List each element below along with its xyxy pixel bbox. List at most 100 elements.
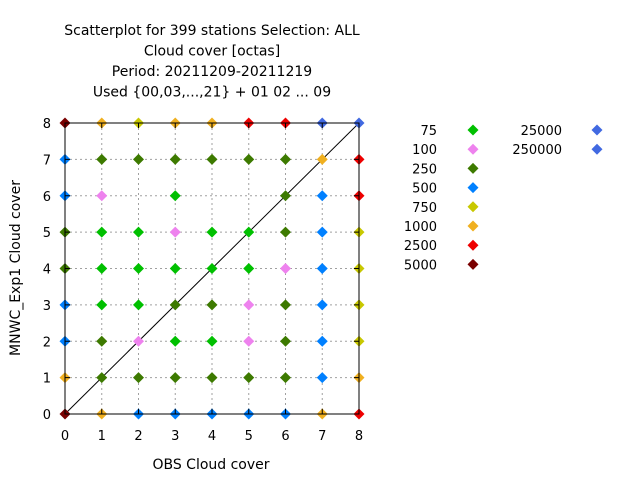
data-point <box>169 335 181 347</box>
data-point <box>96 372 108 384</box>
y-tick-label: 0 <box>43 408 51 423</box>
chart-title: Scatterplot for 399 stations Selection: … <box>64 23 360 101</box>
legend-marker <box>591 143 603 155</box>
data-point <box>316 226 328 238</box>
data-point <box>280 226 291 238</box>
x-tick-label: 6 <box>281 429 289 444</box>
data-point <box>96 153 108 165</box>
legend-label: 5000 <box>404 258 437 273</box>
y-axis-ticks: 0 1 2 3 4 5 6 7 8 <box>43 117 359 423</box>
legend-item: 25000 <box>521 124 603 139</box>
data-point <box>316 299 328 311</box>
data-point <box>280 299 291 311</box>
data-point <box>243 263 255 274</box>
legend-marker <box>467 220 479 232</box>
legend-label: 250000 <box>512 143 562 158</box>
legend-item: 5000 <box>404 258 479 273</box>
y-axis-label: MNWC_Exp1 Cloud cover <box>8 180 24 356</box>
y-tick-label: 8 <box>43 117 51 132</box>
x-tick-label: 0 <box>61 429 69 444</box>
data-point <box>96 190 108 202</box>
data-point <box>133 226 144 238</box>
y-tick-label: 4 <box>43 263 51 278</box>
data-point <box>243 153 255 165</box>
data-point <box>96 226 108 238</box>
data-point <box>169 226 181 238</box>
legend-label: 750 <box>412 201 437 216</box>
data-point <box>243 299 255 311</box>
legend-marker <box>467 143 479 155</box>
legend-marker <box>467 239 479 251</box>
y-tick-label: 5 <box>43 226 51 241</box>
x-tick-label: 4 <box>208 429 216 444</box>
data-point <box>206 226 218 238</box>
data-point <box>169 372 181 384</box>
data-point <box>243 372 255 384</box>
data-point <box>280 372 291 384</box>
y-tick-label: 7 <box>43 153 51 168</box>
x-tick-label: 1 <box>98 429 106 444</box>
data-point <box>243 335 255 347</box>
legend-label: 75 <box>420 124 437 139</box>
legend-item: 1000 <box>404 220 479 235</box>
data-point <box>206 263 218 274</box>
legend-label: 500 <box>412 182 437 197</box>
data-point <box>133 299 144 311</box>
legend-item: 100 <box>412 143 479 158</box>
y-tick-label: 6 <box>43 190 51 205</box>
data-point <box>206 335 218 347</box>
title-line-4: Used {00,03,...,21} + 01 02 ... 09 <box>93 85 331 101</box>
data-point <box>169 153 181 165</box>
legend-label: 1000 <box>404 220 437 235</box>
legend-marker <box>467 182 479 194</box>
data-point <box>206 299 218 311</box>
x-axis-ticks: 0 1 2 3 4 5 6 7 8 <box>61 123 363 444</box>
data-point <box>206 372 218 384</box>
x-tick-label: 8 <box>355 429 363 444</box>
data-point <box>280 190 291 202</box>
x-tick-label: 2 <box>134 429 142 444</box>
legend: 75 100 250 500 750 1000 2500 5000 25000 250000 <box>404 124 603 273</box>
data-point <box>243 226 255 238</box>
legend-label: 100 <box>412 143 437 158</box>
data-point <box>316 372 328 384</box>
legend-marker <box>467 162 479 174</box>
data-point <box>316 153 328 165</box>
y-tick-label: 2 <box>43 335 51 350</box>
data-point <box>206 153 218 165</box>
data-point <box>169 299 181 311</box>
title-line-2: Cloud cover [octas] <box>144 44 280 60</box>
data-point <box>316 335 328 347</box>
legend-item: 500 <box>412 182 479 197</box>
data-point <box>133 153 144 165</box>
legend-item: 250000 <box>512 143 603 158</box>
legend-item: 750 <box>412 201 479 216</box>
title-line-3: Period: 20211209-20211219 <box>112 64 312 80</box>
data-point <box>316 190 328 202</box>
legend-label: 250 <box>412 162 437 177</box>
data-point <box>133 335 144 347</box>
legend-label: 25000 <box>521 124 562 139</box>
legend-marker <box>467 201 479 213</box>
x-tick-label: 5 <box>245 429 253 444</box>
data-point <box>133 372 144 384</box>
data-point <box>96 299 108 311</box>
data-point <box>280 335 291 347</box>
data-point <box>133 263 144 274</box>
data-point <box>280 153 291 165</box>
y-tick-label: 3 <box>43 299 51 314</box>
legend-label: 2500 <box>404 239 437 254</box>
data-point <box>169 190 181 202</box>
title-line-1: Scatterplot for 399 stations Selection: … <box>64 23 360 39</box>
x-axis-label: OBS Cloud cover <box>152 457 269 473</box>
x-tick-label: 7 <box>318 429 326 444</box>
legend-item: 250 <box>412 162 479 177</box>
x-tick-label: 3 <box>171 429 179 444</box>
legend-marker <box>591 124 603 136</box>
legend-item: 75 <box>420 124 479 139</box>
data-point <box>96 263 108 274</box>
legend-marker <box>467 258 479 270</box>
data-point <box>316 263 328 274</box>
legend-item: 2500 <box>404 239 479 254</box>
